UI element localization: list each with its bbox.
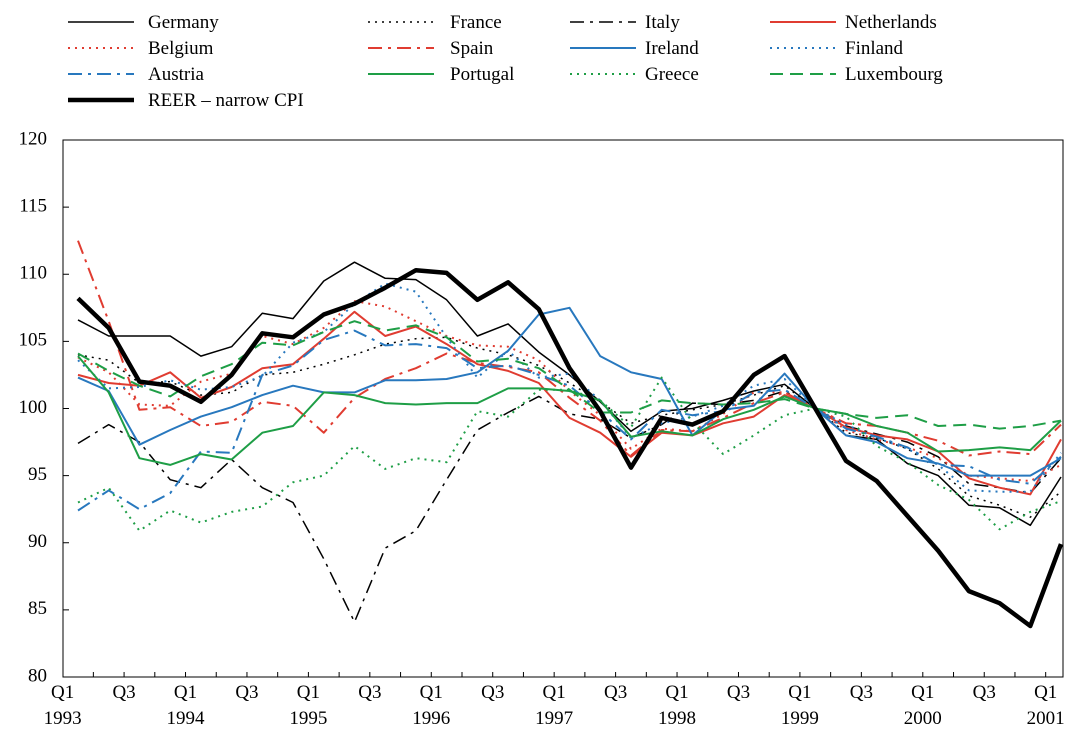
legend-label: Germany: [148, 12, 219, 33]
series-line: [77, 355, 1062, 466]
x-year-label: 1995: [289, 708, 327, 729]
x-tick-label: Q3: [973, 682, 996, 703]
legend-label: Netherlands: [845, 12, 937, 33]
y-tick-label: 105: [19, 330, 48, 351]
legend-label: Italy: [645, 12, 680, 33]
legend-label: France: [450, 12, 502, 33]
y-tick-label: 95: [28, 464, 47, 485]
y-tick-label: 85: [28, 598, 47, 619]
x-tick-label: Q1: [297, 682, 320, 703]
x-tick-label: Q3: [850, 682, 873, 703]
legend-label: Luxembourg: [845, 64, 943, 85]
x-tick-label: Q1: [420, 682, 443, 703]
x-year-label: 1994: [167, 708, 206, 729]
series-line: [77, 329, 1062, 512]
x-tick-label: Q3: [481, 682, 504, 703]
y-tick-label: 120: [19, 128, 48, 149]
series-line: [77, 320, 1062, 430]
x-year-label: 1998: [658, 708, 696, 729]
y-tick-label: 110: [19, 263, 47, 284]
y-tick-label: 115: [19, 195, 47, 216]
x-year-label: 1997: [535, 708, 573, 729]
y-tick-label: 80: [28, 665, 47, 686]
y-tick-label: 90: [28, 531, 47, 552]
x-tick-label: Q3: [604, 682, 627, 703]
x-tick-label: Q1: [665, 682, 688, 703]
y-tick-label: 100: [19, 397, 48, 418]
x-tick-label: Q1: [543, 682, 566, 703]
legend-label: REER – narrow CPI: [148, 90, 304, 111]
series-line: [77, 261, 1062, 527]
series-line: [77, 282, 1062, 493]
x-tick-label: Q1: [911, 682, 934, 703]
x-tick-label: Q1: [174, 682, 197, 703]
x-year-label: 2001: [1027, 708, 1065, 729]
x-year-label: 2000: [904, 708, 942, 729]
series-line: [76, 267, 1064, 629]
x-year-label: 1996: [412, 708, 450, 729]
series-line: [77, 310, 1062, 496]
legend-label: Ireland: [645, 38, 699, 59]
legend-label: Portugal: [450, 64, 514, 85]
series-line: [77, 336, 1062, 518]
x-tick-label: Q1: [51, 682, 74, 703]
series-line: [77, 376, 1062, 532]
x-year-label: 1993: [44, 708, 82, 729]
series-line: [77, 390, 1062, 623]
legend-label: Austria: [148, 64, 205, 85]
legend-label: Spain: [450, 38, 494, 59]
legend-label: Finland: [845, 38, 904, 59]
legend-label: Greece: [645, 64, 699, 85]
x-year-label: 1999: [781, 708, 819, 729]
x-tick-label: Q3: [112, 682, 135, 703]
x-tick-label: Q3: [235, 682, 258, 703]
series-line: [77, 306, 1062, 477]
legend-label: Belgium: [148, 38, 214, 59]
plot-frame: [62, 139, 1064, 678]
x-tick-label: Q1: [1034, 682, 1057, 703]
x-tick-label: Q3: [727, 682, 750, 703]
x-tick-label: Q3: [358, 682, 381, 703]
x-tick-label: Q1: [788, 682, 811, 703]
